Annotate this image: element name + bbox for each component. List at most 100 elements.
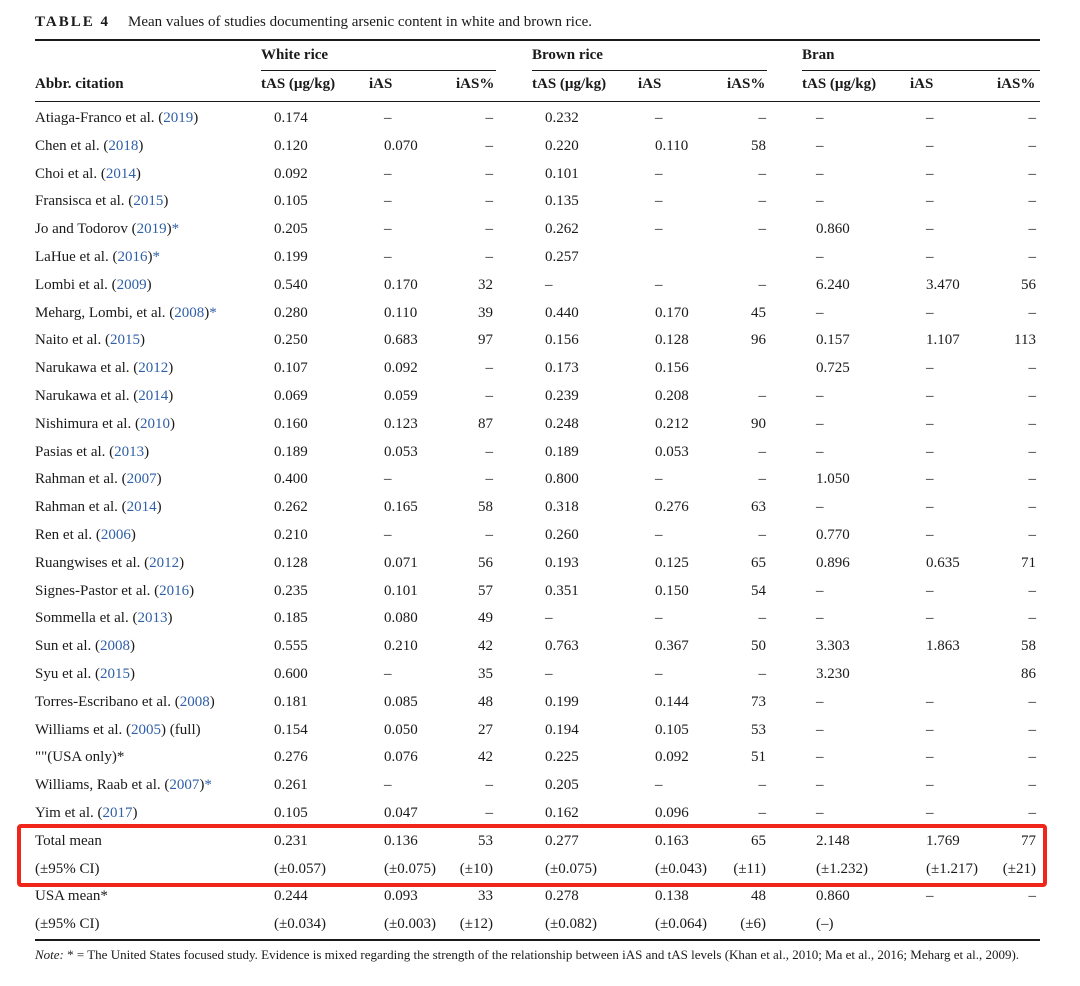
citation-year-link[interactable]: 2009 (116, 276, 147, 293)
table-row: ""(USA only)* 0.276 0.076 42 0.225 0.092 51 – – – (35, 743, 1040, 771)
value-cell: – (816, 249, 824, 265)
value-cell: – (1028, 582, 1037, 599)
value-cell: 77 (1021, 832, 1036, 849)
value-cell: – (816, 304, 824, 321)
value-cell: 0.351 (545, 582, 579, 599)
citation-suffix: ) (209, 693, 215, 710)
citation-year-link[interactable]: 2008 (174, 304, 205, 321)
citation-year-link[interactable]: 2016 (159, 582, 190, 599)
citation-year-link[interactable]: 2017 (102, 805, 133, 821)
value-cell: – (545, 276, 553, 293)
citation-suffix: )* (166, 221, 180, 238)
citation-suffix: ) (179, 554, 185, 571)
citation-year-link[interactable]: 2015 (133, 193, 164, 210)
citation-cell: Narukawa et al. (2014) (35, 387, 173, 405)
value-cell: – (926, 527, 934, 543)
citation-name: Fransisca et al. ( (35, 193, 134, 210)
group-brown-rice: Brown rice (532, 47, 603, 63)
value-cell: 58 (1021, 638, 1036, 655)
citation-year-link[interactable]: 2012 (138, 360, 169, 377)
value-cell: 0.144 (655, 693, 689, 710)
value-cell: 0.070 (384, 137, 418, 154)
citation-suffix: ) (167, 610, 173, 627)
citation-year-link[interactable]: 2014 (105, 165, 136, 182)
value-cell: 0.154 (274, 721, 308, 738)
value-cell: 0.092 (274, 165, 308, 182)
citation-year-link[interactable]: 2015 (100, 666, 130, 682)
citation-year-link[interactable]: 2005 (131, 721, 162, 738)
value-cell: 0.053 (655, 443, 689, 460)
value-cell: – (384, 110, 392, 126)
bottom-rule (35, 939, 1040, 941)
value-cell: (±6) (740, 916, 766, 933)
value-cell: 0.059 (384, 388, 418, 404)
citation-name: Williams et al. ( (35, 721, 132, 738)
citation-suffix: )* (204, 304, 217, 321)
value-cell: 0.205 (274, 221, 308, 238)
value-cell: 45 (751, 304, 766, 321)
value-cell: – (816, 582, 824, 599)
citation-year-link[interactable]: 2014 (138, 388, 169, 404)
value-cell: – (384, 471, 392, 488)
value-cell: 27 (478, 721, 493, 738)
citation-year-link[interactable]: 2013 (137, 610, 168, 627)
citation-year-link[interactable]: 2008 (179, 693, 210, 710)
value-cell: – (655, 221, 663, 238)
citation-year-link[interactable]: 2007 (169, 777, 200, 794)
citation-name: Williams, Raab et al. ( (35, 777, 170, 794)
value-cell: 0.156 (655, 360, 689, 377)
value-cell: 0.181 (274, 693, 308, 710)
citation-cell: Fransisca et al. (2015) (35, 192, 168, 210)
citation-name: Choi et al. ( (35, 165, 106, 182)
citation-name: (±95% CI) (35, 916, 100, 933)
value-cell: – (1028, 471, 1037, 488)
value-cell: – (926, 304, 934, 321)
table-row: Meharg, Lombi, et al. (2008)* 0.280 0.110 3… (35, 299, 1040, 327)
value-cell: – (485, 137, 494, 154)
table-row: Jo and Todorov (2019)* 0.205 – – 0.262 – – 0.86… (35, 215, 1040, 243)
value-cell: 0.123 (384, 415, 418, 432)
value-cell: 6.240 (816, 276, 850, 293)
citation-cell: Rahman et al. (2014) (35, 498, 162, 516)
citation-year-link[interactable]: 2015 (109, 332, 140, 349)
citation-cell: Meharg, Lombi, et al. (2008)* (35, 304, 217, 322)
value-cell: 0.170 (655, 304, 689, 321)
citation-year-link[interactable]: 2014 (126, 499, 157, 516)
citation-year-link[interactable]: 2012 (149, 554, 180, 571)
value-cell: 0.071 (384, 554, 418, 571)
value-cell: 32 (478, 276, 493, 293)
value-cell: – (758, 221, 767, 238)
value-cell: – (926, 610, 934, 627)
citation-name: Signes-Pastor et al. ( (35, 582, 160, 599)
value-cell: 0.199 (545, 693, 579, 710)
value-cell: 0.110 (384, 304, 418, 321)
value-cell: 0.278 (545, 888, 579, 905)
citation-year-link[interactable]: 2008 (100, 638, 130, 655)
citation-year-link[interactable]: 2019 (136, 221, 167, 238)
value-cell: 0.210 (384, 638, 418, 655)
value-cell: 97 (478, 332, 493, 349)
citation-name: Rahman et al. ( (35, 499, 127, 516)
value-cell: 0.555 (274, 638, 308, 655)
citation-year-link[interactable]: 2016 (117, 249, 148, 265)
value-cell: – (485, 165, 494, 182)
citation-year-link[interactable]: 2010 (139, 415, 170, 432)
citation-year-link[interactable]: 2006 (100, 527, 131, 543)
header-citation: Abbr. citation (35, 76, 124, 92)
citation-year-link[interactable]: 2018 (108, 137, 139, 154)
value-cell: 54 (751, 582, 766, 599)
value-cell: – (655, 165, 663, 182)
table-row: Narukawa et al. (2014) 0.069 0.059 – 0.239 0.… (35, 382, 1040, 410)
value-cell: – (758, 777, 767, 794)
table-row: Total mean 0.231 0.136 53 0.277 0.163 65 2.148 1… (35, 827, 1040, 855)
citation-name: Meharg, Lombi, et al. ( (35, 304, 175, 321)
value-cell: 65 (751, 554, 766, 571)
table-label: TABLE 4 (35, 14, 110, 30)
value-cell: 48 (478, 693, 493, 710)
citation-year-link[interactable]: 2007 (126, 471, 157, 488)
group-white-rice: White rice (261, 47, 329, 63)
note-label: Note: (35, 947, 64, 962)
citation-year-link[interactable]: 2013 (114, 443, 145, 460)
value-cell: – (926, 165, 934, 182)
citation-year-link[interactable]: 2019 (163, 110, 194, 126)
